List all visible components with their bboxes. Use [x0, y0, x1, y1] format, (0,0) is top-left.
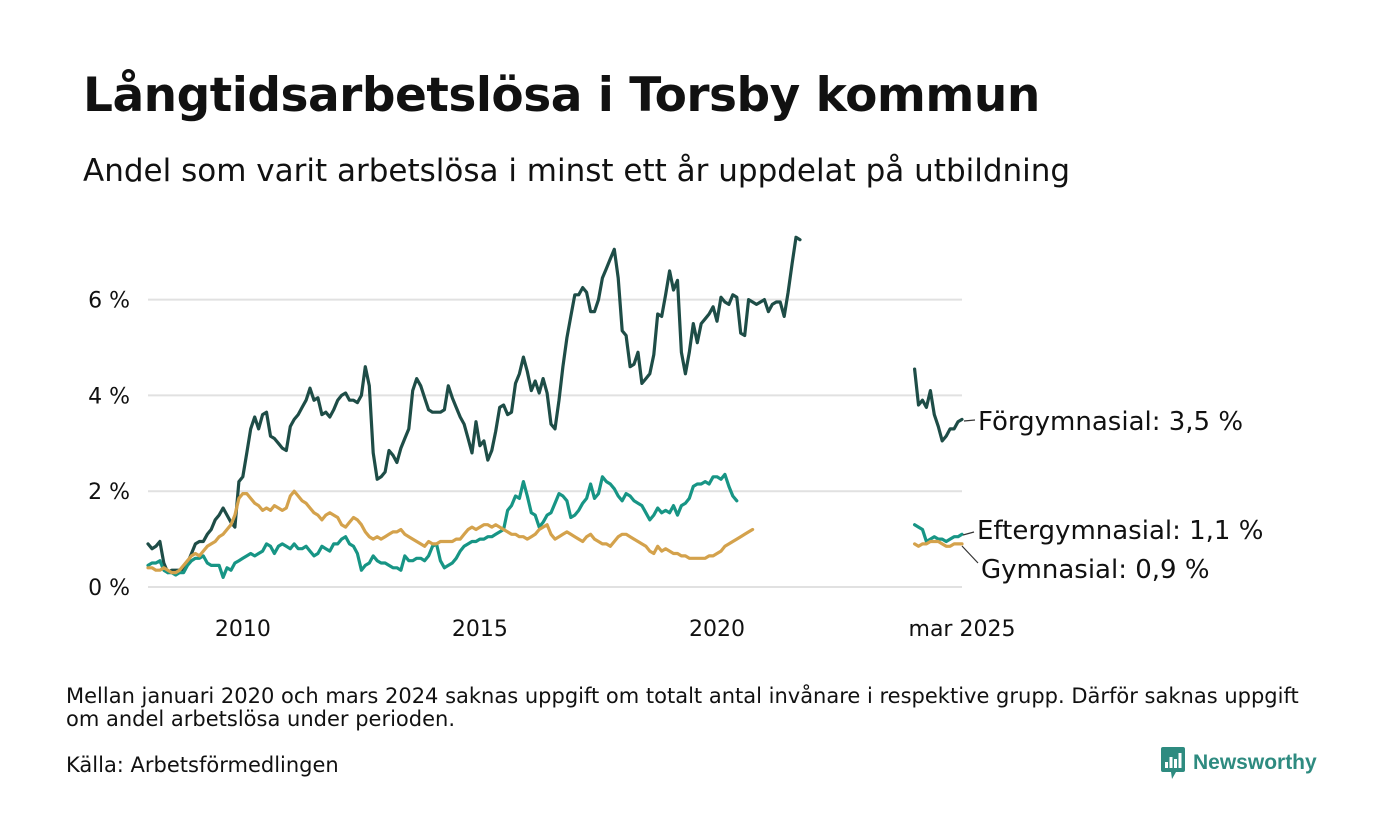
y-tick-label: 0 % — [88, 576, 130, 601]
label-leader-line — [962, 531, 975, 536]
newsworthy-logo-text: Newsworthy — [1193, 751, 1317, 774]
series-labels: Förgymnasial: 3,5 % Eftergymnasial: 1,1 %… — [961, 407, 1263, 585]
series-label-gymnasial: Gymnasial: 0,9 % — [981, 555, 1210, 585]
newsworthy-logo-icon — [1161, 747, 1185, 779]
y-tick-label: 4 % — [88, 384, 130, 409]
x-tick-label: 2015 — [452, 617, 508, 642]
series-line-eftergymnasial — [912, 523, 964, 544]
label-leader-line — [963, 419, 976, 422]
y-tick-label: 6 % — [88, 289, 130, 314]
y-tick-label: 2 % — [88, 480, 130, 505]
chart-subtitle: Andel som varit arbetslösa i minst ett å… — [83, 153, 1071, 189]
x-tick-label: 2020 — [689, 617, 745, 642]
x-tick-label: mar 2025 — [909, 617, 1016, 642]
source-text: Källa: Arbetsförmedlingen — [66, 753, 339, 777]
series-lines — [146, 235, 964, 580]
series-line-eftergymnasial — [146, 472, 739, 580]
series-line-gymnasial — [146, 489, 755, 575]
series-label-förgymnasial: Förgymnasial: 3,5 % — [978, 407, 1243, 437]
newsworthy-logo[interactable]: Newsworthy — [1160, 746, 1317, 780]
x-tick-label: 2010 — [215, 617, 271, 642]
series-line-gymnasial — [912, 539, 964, 548]
series-line-förgymnasial — [912, 367, 964, 443]
gridlines — [148, 298, 962, 588]
footnote: Mellan januari 2020 och mars 2024 saknas… — [66, 684, 1299, 731]
series-line-förgymnasial — [146, 235, 802, 575]
series-label-eftergymnasial: Eftergymnasial: 1,1 % — [977, 516, 1263, 546]
y-axis: 0 % 2 % 4 % 6 % — [88, 289, 130, 601]
label-leader-line — [961, 545, 979, 564]
x-axis: 2010 2015 2020 mar 2025 — [215, 617, 1016, 642]
chart-title: Långtidsarbetslösa i Torsby kommun — [83, 68, 1040, 123]
